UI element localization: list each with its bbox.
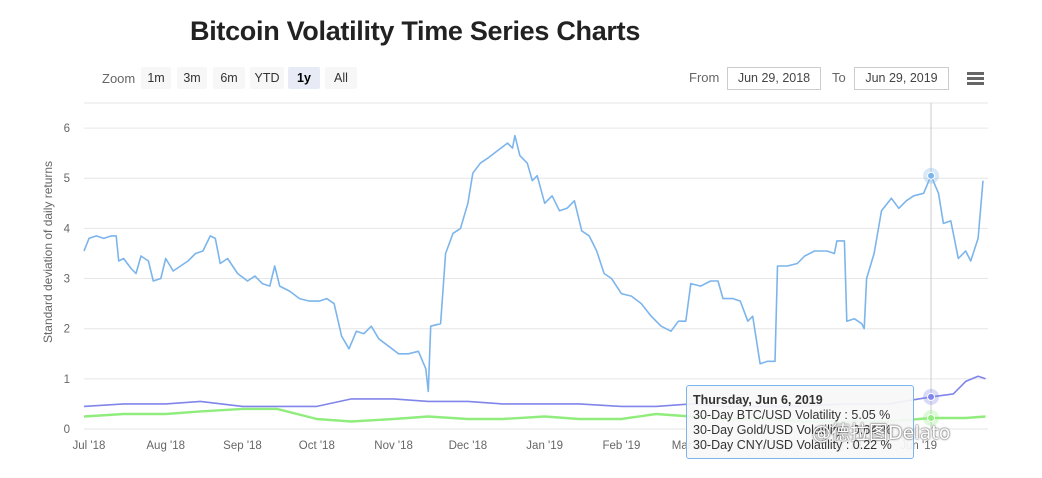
tooltip-gold-line: 30-Day Gold/USD Volatility : 0.64 % — [693, 423, 892, 437]
y-axis-label: Standard deviation of daily returns — [41, 161, 55, 343]
tooltip-date: Thursday, Jun 6, 2019 — [693, 393, 823, 407]
range-to-input[interactable]: Jun 29, 2019 — [854, 67, 949, 90]
zoom-1m-button[interactable]: 1m — [141, 67, 171, 89]
hover-point — [927, 171, 936, 180]
zoom-3m-button[interactable]: 3m — [177, 67, 207, 89]
y-tick-label: 5 — [64, 173, 70, 185]
zoom-all-button[interactable]: All — [325, 67, 357, 89]
zoom-1y-button[interactable]: 1y — [288, 67, 320, 89]
y-tick-label: 4 — [64, 223, 71, 235]
x-tick-label: Aug '18 — [146, 440, 185, 452]
hover-point — [927, 413, 936, 422]
x-tick-label: Jan '19 — [526, 440, 563, 452]
y-tick-label: 6 — [64, 123, 70, 135]
x-tick-label: Jul '18 — [73, 440, 106, 452]
zoom-ytd-button[interactable]: YTD — [250, 67, 284, 89]
x-tick-label: Nov '18 — [374, 440, 413, 452]
y-tick-label: 2 — [64, 324, 70, 336]
x-tick-label: Dec '18 — [449, 440, 488, 452]
range-from-label: From — [689, 70, 720, 85]
hover-point — [927, 392, 936, 401]
x-tick-label: Feb '19 — [602, 440, 640, 452]
zoom-6m-button[interactable]: 6m — [213, 67, 245, 89]
range-to-label: To — [832, 70, 846, 85]
x-tick-label: Sep '18 — [223, 440, 262, 452]
tooltip: Thursday, Jun 6, 2019 30-Day BTC/USD Vol… — [686, 385, 914, 459]
watermark: @德拉图Delato — [812, 422, 951, 444]
series-line-0 — [83, 134, 984, 393]
hover-markers — [923, 167, 940, 426]
tooltip-btc-line: 30-Day BTC/USD Volatility : 5.05 % — [693, 408, 891, 422]
series-line-1 — [83, 375, 986, 408]
tooltip-cny-line: 30-Day CNY/USD Volatility : 0.22 % — [693, 438, 892, 452]
range-from-input[interactable]: Jun 29, 2018 — [727, 67, 821, 90]
x-tick-label: Oct '18 — [299, 440, 335, 452]
zoom-label: Zoom — [102, 71, 136, 86]
y-tick-label: 1 — [64, 374, 70, 386]
grid-lines — [84, 102, 988, 430]
y-tick-label: 3 — [64, 274, 70, 286]
hamburger-menu-icon[interactable] — [966, 72, 986, 86]
y-axis-ticks: 0 1 2 3 4 5 6 — [64, 123, 71, 436]
page-title: Bitcoin Volatility Time Series Charts — [190, 16, 641, 46]
y-tick-label: 0 — [64, 424, 70, 436]
